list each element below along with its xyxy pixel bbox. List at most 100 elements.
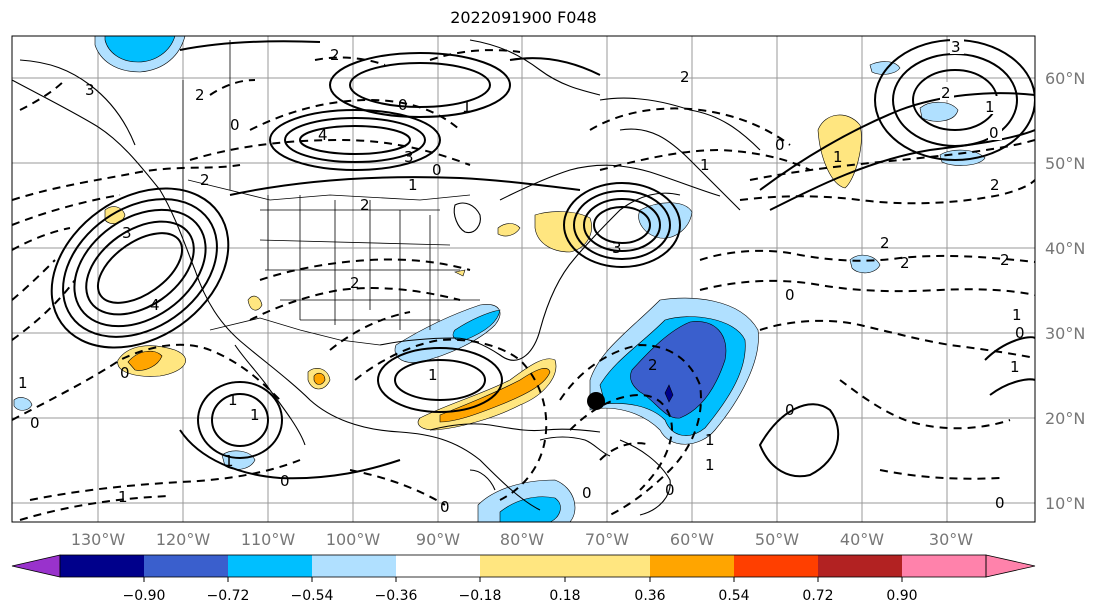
contour-label: 1	[228, 391, 238, 409]
contour-label: 2	[680, 68, 690, 86]
contour-label: 0	[775, 136, 785, 154]
shade-pac-pos-mid	[127, 350, 163, 371]
lon-label: 120°W	[156, 530, 211, 549]
colorbar-seg	[312, 555, 396, 577]
lon-label: 100°W	[326, 530, 381, 549]
colorbar-seg	[144, 555, 228, 577]
contour-label: 1	[1010, 358, 1020, 376]
graticule	[12, 36, 1035, 522]
contour-label: 1	[985, 98, 995, 116]
colorbar-seg	[60, 555, 144, 577]
contour-label: 3	[612, 239, 622, 257]
contour-label: 2	[330, 46, 340, 64]
storm-center-marker	[587, 392, 605, 410]
contour-label: 1	[462, 98, 472, 116]
lon-label: 70°W	[585, 530, 629, 549]
colorbar-seg	[396, 555, 480, 577]
shade-north-neg-mid	[104, 36, 176, 63]
lon-label: 60°W	[670, 530, 714, 549]
colorbar-seg	[818, 555, 902, 577]
colorbar-tick-label: −0.36	[375, 588, 418, 604]
contour-label: 2	[350, 274, 360, 292]
contour-label: 3	[404, 148, 414, 166]
longitude-labels: 130°W 120°W 110°W 100°W 90°W 80°W 70°W 6…	[71, 530, 973, 549]
colorbar-extend-low	[11, 554, 61, 578]
contour-label: 1	[705, 431, 715, 449]
shade-atlantic-neg-dark	[630, 321, 727, 419]
shade-mex-pos-2-mid	[313, 372, 326, 385]
colorbar-tick-label: −0.90	[123, 588, 166, 604]
colorbar-tick-label: −0.18	[459, 588, 502, 604]
contour-label: 3	[122, 224, 132, 242]
political-borders	[182, 40, 480, 346]
colorbar-outline	[59, 554, 987, 578]
colorbar-tick-label: 0.18	[549, 588, 580, 604]
colorbar-seg	[734, 555, 818, 577]
shade-mex-pos	[247, 295, 263, 311]
lon-label: 30°W	[929, 530, 973, 549]
lat-label: 50°N	[1045, 154, 1085, 173]
contour-label: 0	[665, 481, 675, 499]
contour-label: 0	[785, 286, 795, 304]
colorbar-seg	[902, 555, 986, 577]
contour-label: 0	[120, 364, 130, 382]
map-frame	[11, 35, 1036, 523]
colorbar-seg	[650, 555, 734, 577]
contour-label: 3	[85, 81, 95, 99]
contour-label: 2	[200, 171, 210, 189]
contour-label: 2	[880, 234, 890, 252]
contour-label: 4	[150, 296, 160, 314]
lon-label: 110°W	[241, 530, 296, 549]
shade-nr-neg-3	[869, 61, 901, 75]
contour-label: 0	[989, 124, 999, 142]
lat-label: 10°N	[1045, 494, 1085, 513]
contour-label: 1	[705, 456, 715, 474]
contour-label: 1	[428, 366, 438, 384]
contour-label: 0	[280, 472, 290, 490]
contour-label: 0	[582, 484, 592, 502]
shade-carib-neg-mid	[499, 496, 561, 522]
colorbar-tick-label: 0.54	[718, 588, 749, 604]
contour-label: 1	[833, 148, 843, 166]
lat-label: 40°N	[1045, 239, 1085, 258]
contour-label: 0	[995, 494, 1005, 512]
contour-label: 2	[990, 176, 1000, 194]
shade-atlantic-neg-core	[664, 384, 674, 403]
contour-label: 3	[951, 38, 961, 56]
contour-label: 1	[1012, 306, 1022, 324]
contour-label: 1	[224, 452, 234, 470]
lon-label: 130°W	[71, 530, 126, 549]
contour-label: 0	[440, 498, 450, 516]
contour-label: 0	[230, 116, 240, 134]
contour-label: 1	[408, 176, 418, 194]
colorbar-seg	[228, 555, 312, 577]
lon-label: 90°W	[416, 530, 460, 549]
latitude-labels: 60°N 50°N 40°N 30°N 20°N 10°N	[1045, 69, 1085, 513]
contour-label: 2	[900, 254, 910, 272]
contour-label: 2	[195, 86, 205, 104]
colorbar-extend-high	[985, 554, 1036, 578]
map-title: 2022091900 F048	[450, 8, 597, 27]
contour-label: 0	[30, 414, 40, 432]
colorbar-tick-label: −0.54	[291, 588, 334, 604]
shade-ne-pos	[534, 211, 592, 253]
contour-label: 2	[360, 196, 370, 214]
contour-label: 1	[250, 406, 260, 424]
lat-label: 60°N	[1045, 69, 1085, 88]
lon-label: 80°W	[500, 530, 544, 549]
map-border	[11, 35, 1036, 523]
lon-label: 40°W	[840, 530, 884, 549]
positive-contours	[50, 39, 1035, 480]
shade-pac-neg-2	[13, 397, 33, 411]
contour-labels: 3 2 0 1 1 3 4 3 3 2 1 0 2 1 0 1 2 4 0 1 …	[18, 36, 1025, 516]
contour-label: 2	[1000, 251, 1010, 269]
colorbar: −0.90 −0.72 −0.54 −0.36 −0.18 0.18 0.36 …	[11, 554, 1036, 604]
colorbar-tick-label: −0.72	[207, 588, 250, 604]
contour-label: 2	[941, 84, 951, 102]
shade-ne-pos-2	[497, 223, 521, 237]
lat-label: 20°N	[1045, 409, 1085, 428]
contour-label: 0	[398, 96, 408, 114]
contour-label: 0	[785, 401, 795, 419]
shade-nr-neg-1	[919, 101, 959, 122]
